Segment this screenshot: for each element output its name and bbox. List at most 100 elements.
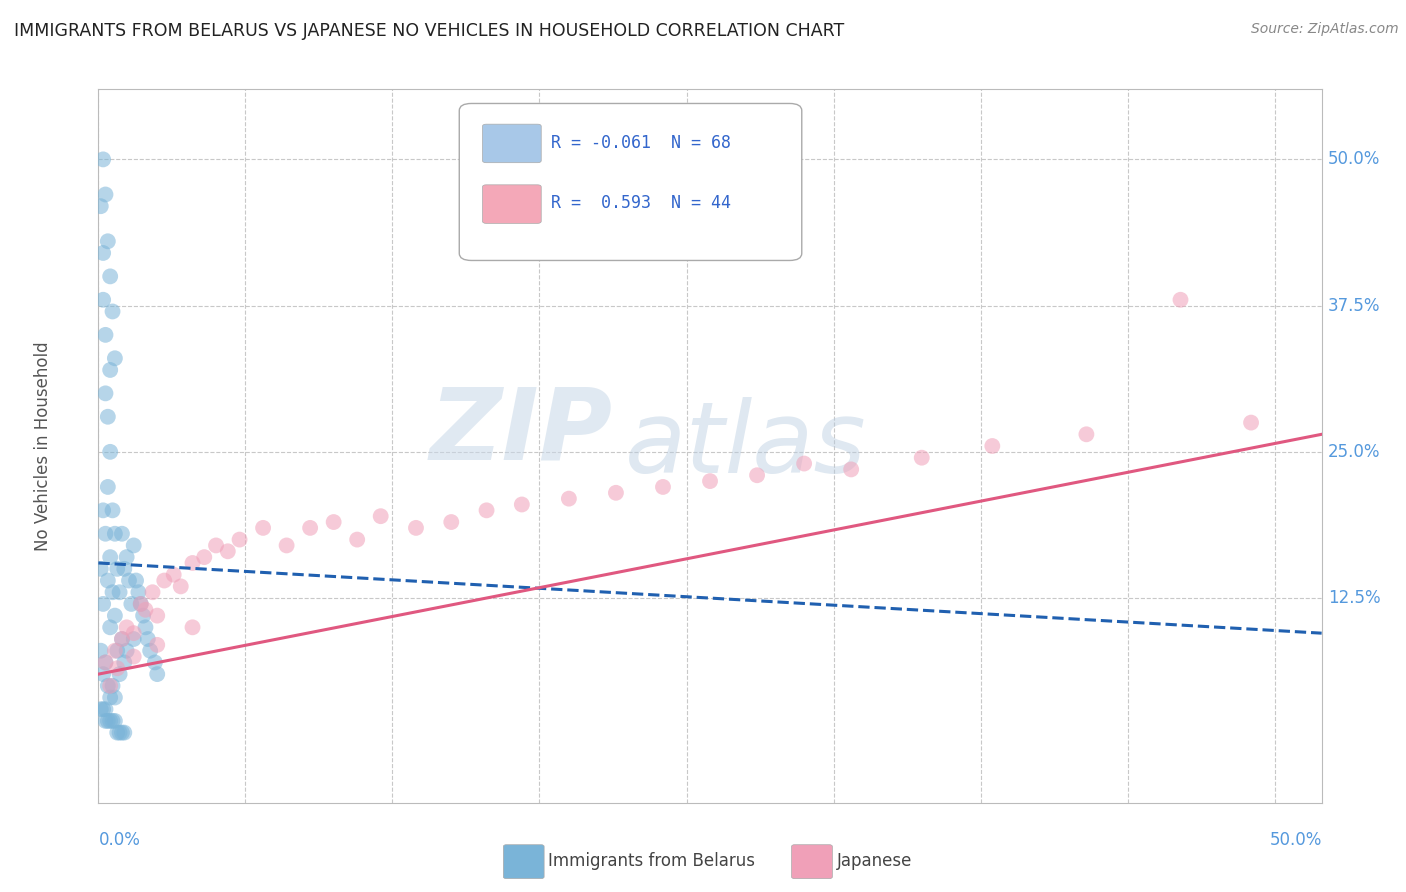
Point (146, 667, 169, 681)
Point (129, 597, 152, 611)
Point (745, 468, 768, 483)
Point (1076, 427, 1098, 442)
Point (132, 608, 155, 623)
Point (115, 550, 138, 565)
Point (98, 714, 121, 728)
Point (440, 515, 463, 529)
Text: 12.5%: 12.5% (1327, 589, 1381, 607)
Point (98, 690, 121, 705)
Point (510, 498, 533, 512)
Point (205, 538, 228, 552)
FancyBboxPatch shape (460, 103, 801, 260)
Point (98, 550, 121, 565)
Point (839, 462, 862, 476)
Point (134, 603, 156, 617)
Point (97, 714, 120, 728)
Point (793, 457, 815, 471)
Point (94, 526, 117, 541)
Point (97, 679, 120, 693)
Point (94, 714, 117, 728)
Text: 0.0%: 0.0% (98, 831, 141, 849)
Point (101, 304, 124, 318)
Point (181, 620, 204, 634)
Point (111, 725, 134, 739)
Point (111, 526, 134, 541)
Text: 37.5%: 37.5% (1327, 297, 1381, 315)
Point (181, 556, 204, 570)
Point (1240, 416, 1263, 430)
Point (652, 480, 675, 494)
Point (699, 474, 721, 488)
Point (105, 644, 128, 658)
Text: Japanese: Japanese (837, 852, 912, 870)
Point (94, 386, 117, 401)
Point (101, 503, 124, 517)
Point (111, 632, 134, 646)
Point (163, 567, 186, 582)
Text: 50.0%: 50.0% (1327, 151, 1381, 169)
Point (94, 656, 117, 670)
Point (217, 544, 239, 558)
Point (125, 574, 148, 588)
Point (146, 638, 169, 652)
Point (104, 526, 127, 541)
Point (91, 667, 114, 681)
Point (127, 585, 149, 599)
Point (134, 620, 156, 634)
Point (136, 632, 159, 646)
Point (98, 679, 121, 693)
Point (97, 574, 120, 588)
Text: IMMIGRANTS FROM BELARUS VS JAPANESE NO VEHICLES IN HOUSEHOLD CORRELATION CHART: IMMIGRANTS FROM BELARUS VS JAPANESE NO V… (14, 22, 845, 40)
Point (129, 597, 152, 611)
Text: Source: ZipAtlas.com: Source: ZipAtlas.com (1251, 22, 1399, 37)
Point (90, 562, 112, 576)
Point (112, 725, 135, 739)
Point (153, 574, 176, 588)
FancyBboxPatch shape (482, 185, 541, 223)
Point (94, 702, 117, 716)
Point (143, 656, 166, 670)
Point (122, 538, 145, 552)
Point (104, 714, 127, 728)
FancyBboxPatch shape (482, 124, 541, 162)
Point (139, 644, 162, 658)
Point (94, 187, 117, 202)
Point (94, 327, 117, 342)
Text: 50.0%: 50.0% (1270, 831, 1322, 849)
Point (981, 439, 1004, 453)
Point (91, 702, 114, 716)
Point (122, 649, 145, 664)
Point (108, 585, 131, 599)
Point (346, 533, 368, 547)
Text: 25.0%: 25.0% (1327, 442, 1381, 461)
Point (97, 480, 120, 494)
Point (101, 679, 124, 693)
Point (91, 597, 114, 611)
Point (91, 293, 114, 307)
Point (122, 632, 145, 646)
Text: No Vehicles in Household: No Vehicles in Household (34, 341, 52, 551)
Point (120, 597, 142, 611)
Point (108, 667, 131, 681)
Point (193, 550, 215, 565)
Point (101, 585, 124, 599)
Point (370, 509, 392, 524)
Point (97, 234, 120, 248)
Point (228, 533, 250, 547)
Point (90, 199, 112, 213)
Point (475, 503, 498, 517)
Point (405, 521, 427, 535)
Point (104, 690, 127, 705)
Text: atlas: atlas (624, 398, 866, 494)
Point (115, 620, 138, 634)
Point (98, 445, 121, 459)
Text: R = -0.061  N = 68: R = -0.061 N = 68 (551, 134, 731, 152)
Text: Immigrants from Belarus: Immigrants from Belarus (548, 852, 755, 870)
Point (101, 714, 124, 728)
Point (98, 363, 121, 377)
Point (108, 725, 131, 739)
Point (91, 503, 114, 517)
Point (299, 521, 322, 535)
Text: R =  0.593  N = 44: R = 0.593 N = 44 (551, 194, 731, 212)
Point (91, 246, 114, 260)
